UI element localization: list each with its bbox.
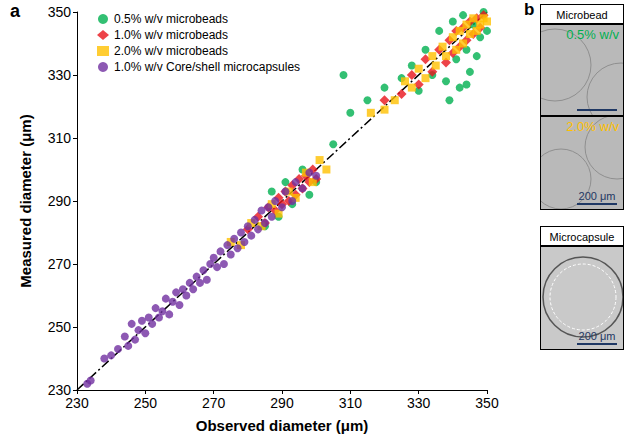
html-text:200 μm: 200 μm [578,190,616,202]
svg-text:350: 350 [475,395,499,411]
html-text:Microcapsule: Microcapsule [549,231,615,243]
svg-text:a: a [10,1,21,21]
html-text:b: b [524,0,535,19]
svg-text:Observed diameter (μm): Observed diameter (μm) [196,417,369,434]
svg-text:290: 290 [48,193,72,209]
svg-text:310: 310 [48,130,72,146]
svg-text:310: 310 [339,395,363,411]
svg-text:2.0% w/v microbeads: 2.0% w/v microbeads [114,44,228,58]
svg-text:1.0% w/v Core/shell microcapsu: 1.0% w/v Core/shell microcapsules [114,60,300,74]
svg-text:1.0% w/v microbeads: 1.0% w/v microbeads [114,28,228,42]
svg-text:Measured diameter (μm): Measured diameter (μm) [17,114,34,287]
svg-text:290: 290 [270,395,294,411]
svg-text:270: 270 [48,256,72,272]
svg-text:0.5% w/v microbeads: 0.5% w/v microbeads [114,12,228,26]
html-text:0.5% w/v: 0.5% w/v [566,27,619,42]
svg-text:230: 230 [65,395,89,411]
svg-text:230: 230 [47,382,71,398]
html-text:2.0% w/v: 2.0% w/v [566,119,619,134]
html-text:Microbead: Microbead [556,9,608,21]
html-text:200 μm: 200 μm [578,330,616,342]
svg-text:350: 350 [48,4,72,20]
svg-text:250: 250 [134,395,158,411]
svg-text:330: 330 [48,67,72,83]
svg-text:270: 270 [202,395,226,411]
svg-text:330: 330 [407,395,431,411]
svg-text:250: 250 [48,319,72,335]
